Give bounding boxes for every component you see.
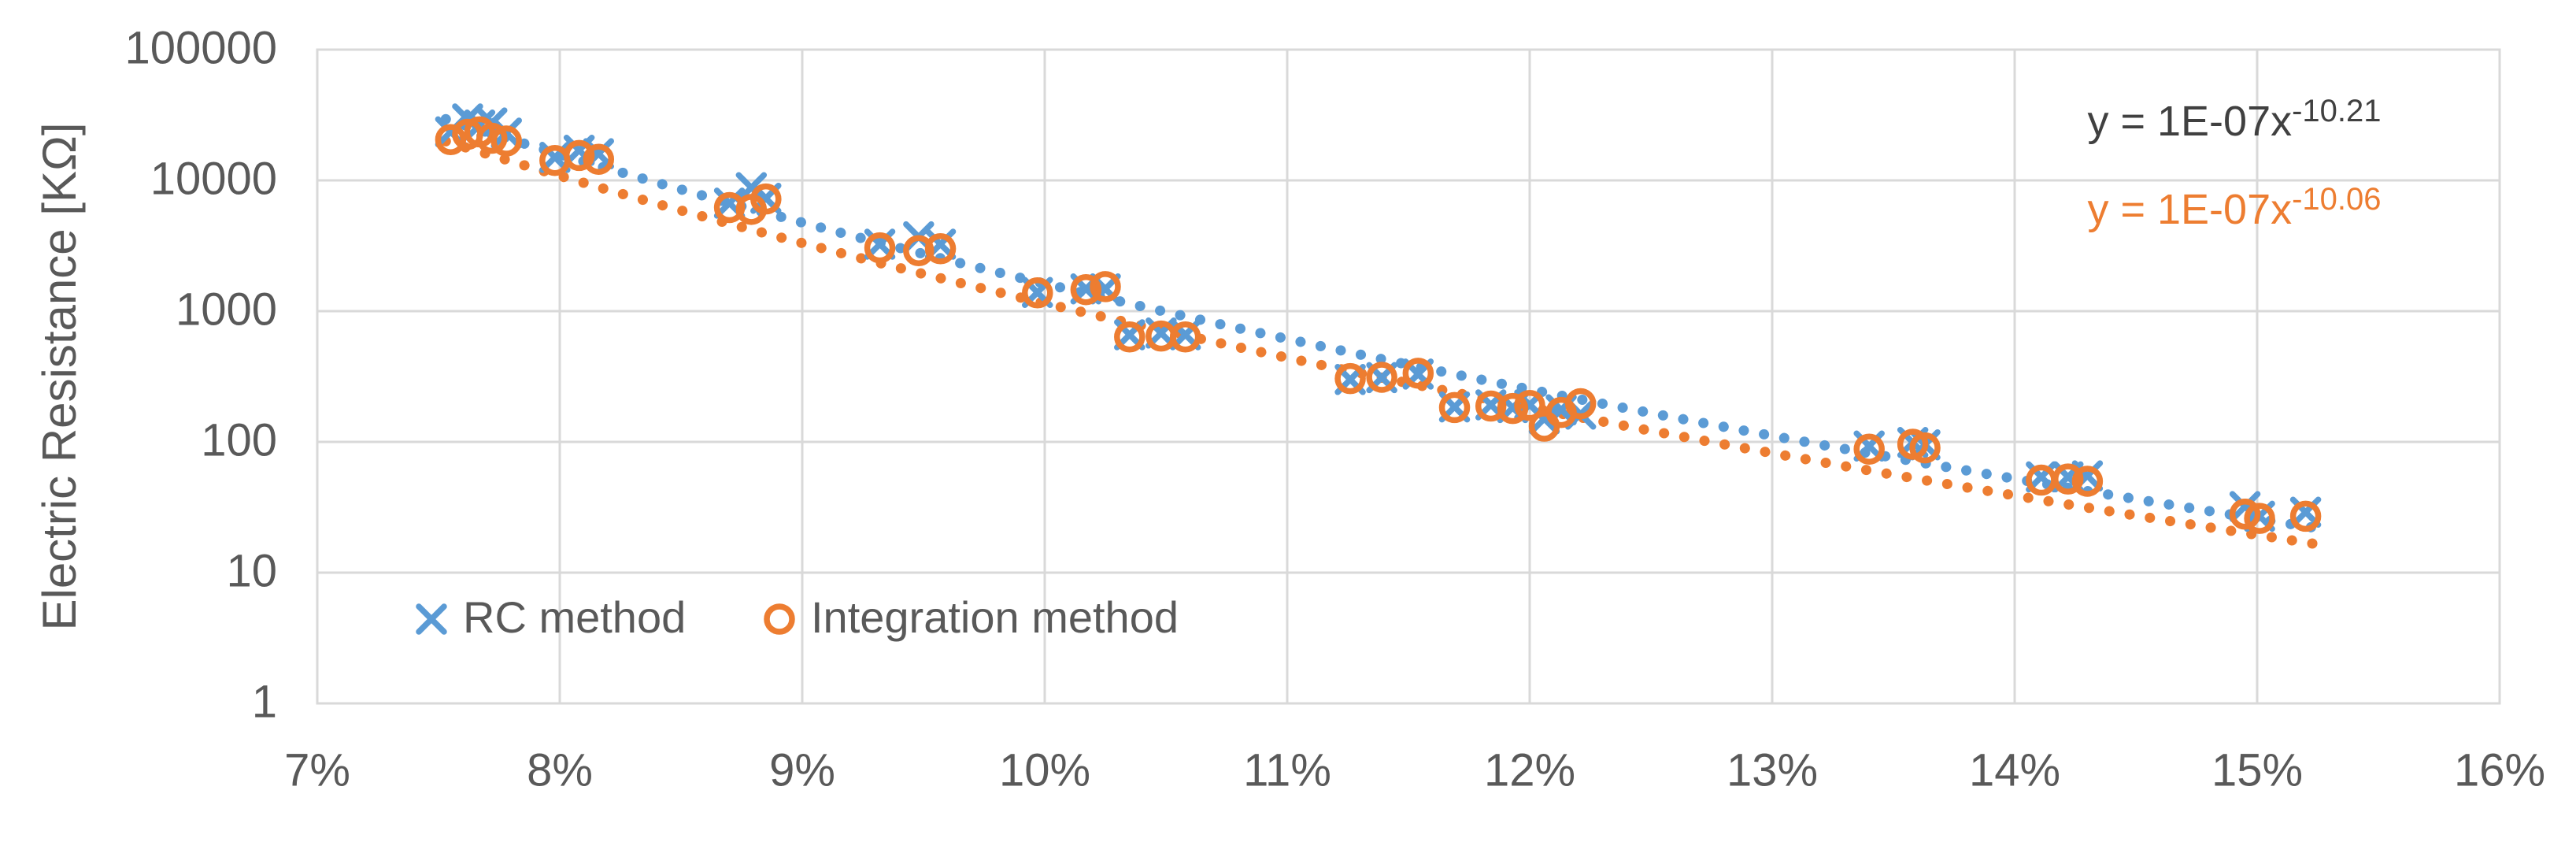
integration-method-point bbox=[1022, 277, 1053, 309]
trendline-equation-integration: y = 1E-07x-10.06 bbox=[2087, 182, 2381, 233]
integration-method-point bbox=[713, 191, 746, 224]
integration-method-point bbox=[2071, 466, 2104, 497]
integration-method-point bbox=[1497, 392, 1529, 425]
x-axis-tick-label: 13% bbox=[1727, 744, 1818, 796]
integration-method-point bbox=[1475, 390, 1507, 422]
equation-base: y = 1E-07x bbox=[2087, 98, 2292, 145]
integration-method-point bbox=[1853, 433, 1885, 465]
equation-base: y = 1E-07x bbox=[2087, 186, 2292, 233]
rc-method-point bbox=[2229, 491, 2261, 522]
legend-circle-marker-icon bbox=[764, 603, 795, 635]
integration-method-point bbox=[476, 122, 508, 154]
legend-label-integration-method: Integration method bbox=[811, 592, 1179, 642]
x-axis-tick-label: 14% bbox=[1969, 744, 2060, 796]
integration-method-point bbox=[1402, 358, 1434, 389]
integration-method-point bbox=[750, 183, 782, 215]
integration-method-point bbox=[435, 124, 467, 155]
rc-method-point bbox=[1528, 403, 1560, 435]
legend-x-marker-icon bbox=[416, 603, 447, 635]
y-axis-tick-label: 1000 bbox=[176, 284, 277, 335]
integration-method-point bbox=[1169, 321, 1201, 353]
integration-method-point bbox=[2244, 503, 2275, 534]
y-axis-tick-label: 100 bbox=[201, 414, 277, 466]
x-axis-tick-label: 12% bbox=[1484, 744, 1575, 796]
x-axis-tick-label: 7% bbox=[284, 744, 350, 796]
integration-method-point bbox=[2289, 500, 2322, 532]
integration-method-point bbox=[1334, 362, 1366, 395]
integration-method-point bbox=[903, 235, 935, 266]
x-axis-tick-label: 11% bbox=[1243, 744, 1331, 796]
integration-method-point bbox=[864, 232, 896, 264]
y-axis-title: Electric Resistance [KΩ] bbox=[33, 122, 86, 630]
integration-method-point bbox=[924, 233, 957, 265]
integration-method-point bbox=[1070, 273, 1102, 306]
integration-method-point bbox=[2052, 463, 2084, 495]
integration-method-point bbox=[1366, 362, 1397, 393]
plot-area-border bbox=[316, 48, 2501, 705]
integration-method-point bbox=[583, 143, 615, 175]
x-axis-tick-label: 10% bbox=[999, 744, 1090, 796]
integration-method-point bbox=[1564, 388, 1597, 420]
integration-method-point bbox=[2229, 499, 2261, 530]
equation-exponent: -10.21 bbox=[2292, 94, 2381, 128]
y-axis-tick-label: 100000 bbox=[124, 22, 277, 73]
y-axis-tick-label: 1 bbox=[252, 676, 277, 727]
y-axis-tick-label: 10000 bbox=[150, 153, 277, 204]
integration-method-point bbox=[1438, 391, 1471, 424]
integration-method-point bbox=[1090, 271, 1121, 302]
x-axis-tick-label: 15% bbox=[2211, 744, 2303, 796]
equation-exponent: -10.06 bbox=[2292, 182, 2381, 217]
trendline-equation-rc: y = 1E-07x-10.21 bbox=[2087, 94, 2381, 145]
integration-method-point bbox=[1514, 389, 1545, 421]
x-axis-tick-label: 9% bbox=[769, 744, 835, 796]
integration-method-point bbox=[490, 125, 522, 157]
integration-method-point bbox=[1909, 432, 1941, 464]
legend-label-rc-method: RC method bbox=[463, 592, 686, 642]
integration-method-point bbox=[563, 139, 595, 172]
integration-method-point bbox=[1114, 321, 1146, 353]
y-axis-tick-label: 10 bbox=[226, 545, 277, 596]
x-axis-tick-label: 16% bbox=[2454, 744, 2545, 796]
x-axis-tick-label: 8% bbox=[527, 744, 593, 796]
